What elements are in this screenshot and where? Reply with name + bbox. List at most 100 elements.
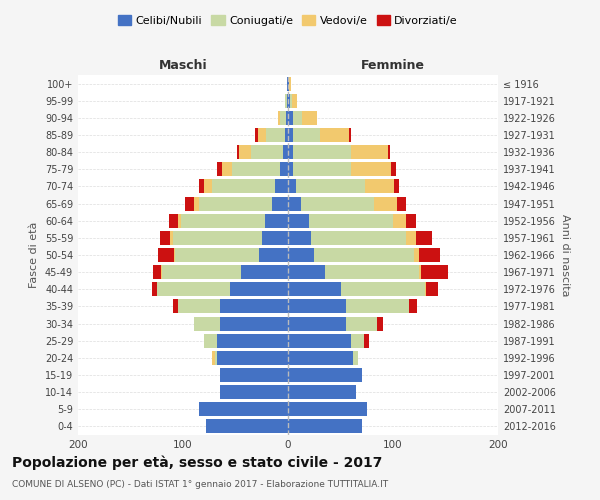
Bar bbox=[288, 368, 361, 382]
Bar bbox=[288, 282, 341, 296]
Bar bbox=[212, 180, 275, 194]
Bar bbox=[406, 214, 416, 228]
Bar bbox=[169, 214, 178, 228]
Y-axis label: Fasce di età: Fasce di età bbox=[29, 222, 39, 288]
Bar bbox=[287, 76, 288, 90]
Bar bbox=[206, 420, 288, 434]
Bar bbox=[309, 214, 393, 228]
Bar bbox=[290, 94, 292, 108]
Bar bbox=[346, 316, 377, 330]
Bar bbox=[193, 196, 199, 210]
Bar bbox=[292, 94, 298, 108]
Bar bbox=[288, 196, 301, 210]
Bar bbox=[288, 316, 346, 330]
Bar bbox=[288, 265, 325, 279]
Bar bbox=[275, 180, 288, 194]
Bar bbox=[288, 248, 314, 262]
Bar bbox=[173, 300, 178, 314]
Bar bbox=[158, 248, 173, 262]
Bar bbox=[151, 282, 157, 296]
Bar bbox=[262, 231, 288, 245]
Bar bbox=[397, 196, 406, 210]
Bar bbox=[351, 145, 388, 159]
Bar bbox=[288, 231, 311, 245]
Bar bbox=[204, 180, 212, 194]
Bar bbox=[351, 334, 364, 347]
Bar bbox=[220, 368, 288, 382]
Bar bbox=[175, 248, 259, 262]
Bar bbox=[394, 180, 400, 194]
Bar bbox=[288, 214, 309, 228]
Bar bbox=[311, 231, 406, 245]
Text: Maschi: Maschi bbox=[158, 58, 208, 71]
Bar bbox=[288, 402, 367, 416]
Bar bbox=[293, 162, 351, 176]
Bar bbox=[251, 145, 283, 159]
Bar bbox=[199, 196, 272, 210]
Bar bbox=[287, 94, 288, 108]
Bar bbox=[365, 180, 394, 194]
Bar bbox=[288, 180, 296, 194]
Bar bbox=[286, 111, 288, 125]
Bar bbox=[314, 248, 414, 262]
Bar bbox=[288, 385, 356, 399]
Bar bbox=[241, 265, 288, 279]
Bar bbox=[157, 282, 230, 296]
Bar bbox=[364, 334, 369, 347]
Bar bbox=[162, 265, 241, 279]
Bar bbox=[215, 351, 217, 365]
Bar bbox=[374, 196, 397, 210]
Bar bbox=[349, 128, 351, 142]
Bar bbox=[178, 300, 220, 314]
Bar bbox=[288, 351, 353, 365]
Bar bbox=[409, 300, 417, 314]
Bar bbox=[301, 196, 374, 210]
Bar bbox=[288, 162, 293, 176]
Text: COMUNE DI ALSENO (PC) - Dati ISTAT 1° gennaio 2017 - Elaborazione TUTTITALIA.IT: COMUNE DI ALSENO (PC) - Dati ISTAT 1° ge… bbox=[12, 480, 388, 489]
Bar bbox=[178, 214, 181, 228]
Bar bbox=[325, 265, 419, 279]
Bar bbox=[288, 334, 351, 347]
Bar bbox=[152, 265, 161, 279]
Bar bbox=[388, 145, 390, 159]
Bar bbox=[199, 402, 288, 416]
Bar bbox=[220, 300, 288, 314]
Bar bbox=[173, 231, 262, 245]
Bar bbox=[232, 162, 280, 176]
Bar bbox=[288, 111, 293, 125]
Bar bbox=[285, 94, 287, 108]
Bar bbox=[419, 265, 421, 279]
Bar bbox=[288, 76, 289, 90]
Bar bbox=[288, 145, 293, 159]
Y-axis label: Anni di nascita: Anni di nascita bbox=[560, 214, 569, 296]
Bar bbox=[259, 248, 288, 262]
Bar bbox=[266, 128, 285, 142]
Bar bbox=[285, 128, 288, 142]
Bar bbox=[204, 334, 217, 347]
Bar bbox=[222, 162, 232, 176]
Bar bbox=[193, 316, 220, 330]
Bar bbox=[236, 145, 239, 159]
Bar bbox=[239, 145, 251, 159]
Bar bbox=[173, 248, 175, 262]
Bar bbox=[170, 231, 173, 245]
Bar bbox=[289, 76, 291, 90]
Bar bbox=[288, 128, 293, 142]
Bar bbox=[393, 214, 406, 228]
Text: Popolazione per età, sesso e stato civile - 2017: Popolazione per età, sesso e stato civil… bbox=[12, 455, 382, 469]
Bar bbox=[256, 128, 257, 142]
Bar bbox=[217, 334, 288, 347]
Bar bbox=[280, 111, 286, 125]
Bar bbox=[293, 128, 320, 142]
Bar bbox=[320, 128, 349, 142]
Bar bbox=[296, 180, 365, 194]
Bar bbox=[280, 162, 288, 176]
Bar bbox=[160, 231, 170, 245]
Bar bbox=[341, 282, 425, 296]
Bar bbox=[181, 214, 265, 228]
Bar bbox=[377, 316, 383, 330]
Bar bbox=[302, 111, 317, 125]
Legend: Celibi/Nubili, Coniugati/e, Vedovi/e, Divorziati/e: Celibi/Nubili, Coniugati/e, Vedovi/e, Di… bbox=[113, 10, 463, 30]
Bar bbox=[257, 128, 266, 142]
Bar bbox=[185, 196, 193, 210]
